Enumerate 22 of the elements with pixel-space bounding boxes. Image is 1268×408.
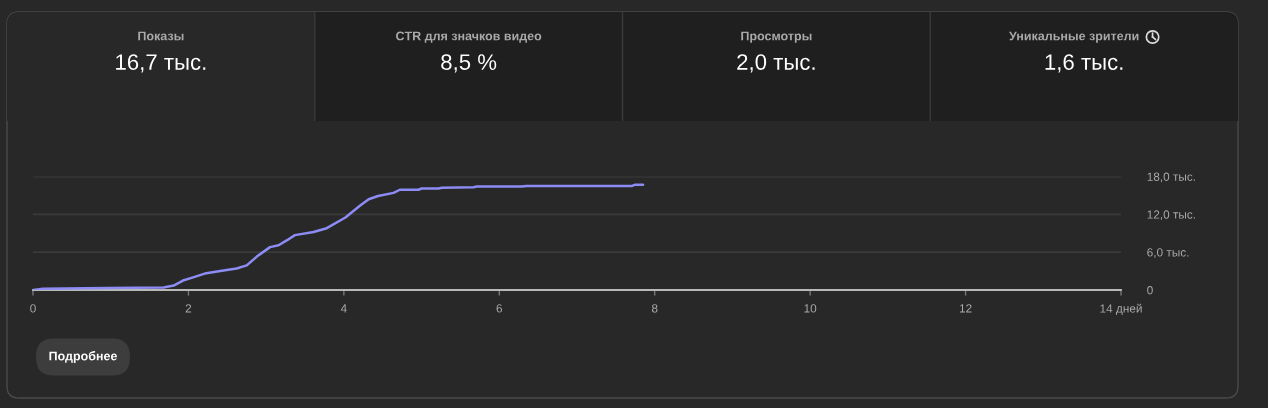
x-tick-label: 2 <box>185 304 192 313</box>
x-tick-label: 12 <box>959 304 972 313</box>
line-series <box>33 183 645 290</box>
x-tick-label: 10 <box>804 304 817 313</box>
text: 1,6 тыс. <box>1045 54 1123 73</box>
text: Подробнее <box>49 351 117 363</box>
y-tick-label: 0 <box>1147 286 1153 295</box>
x-tick-label: 4 <box>340 304 347 313</box>
text: 8,5 % <box>441 54 497 73</box>
text: CTR для значков видео <box>396 31 542 43</box>
y-tick-label: 6,0 тыс. <box>1147 248 1189 258</box>
text: Показы <box>138 31 184 41</box>
y-tick-label: 18,0 тыс. <box>1147 172 1195 183</box>
text: 16,7 тыс. <box>116 54 206 73</box>
y-tick-label: 12,0 тыс. <box>1147 210 1195 221</box>
text: Уникальные зрители <box>1009 31 1139 43</box>
text: Просмотры <box>741 31 812 43</box>
x-tick-label: 0 <box>30 304 36 313</box>
x-tick-label: 8 <box>651 304 658 313</box>
x-tick-label: 14 дней <box>1100 303 1142 315</box>
text: 2,0 тыс. <box>737 54 815 73</box>
x-tick-label: 6 <box>496 304 503 313</box>
